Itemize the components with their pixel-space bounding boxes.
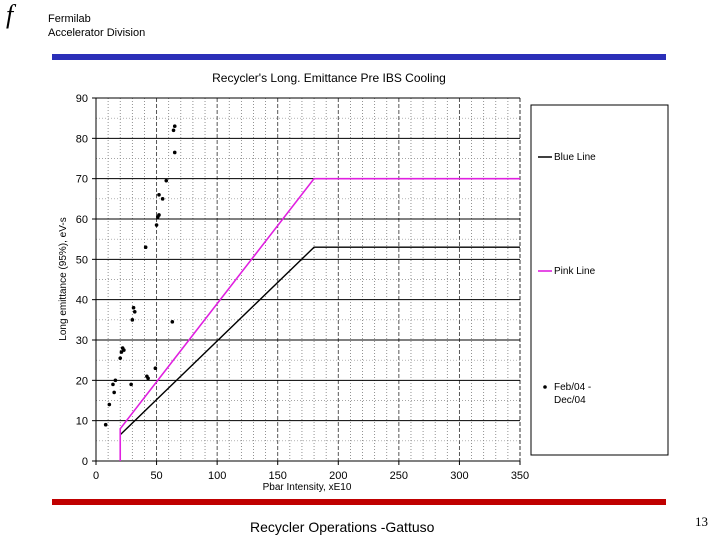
y-tick-label: 0: [82, 456, 88, 468]
legend-label-points-line1: Feb/04 -: [554, 382, 591, 393]
x-tick-label: 350: [511, 470, 529, 482]
data-point: [111, 382, 115, 387]
legend-label-pink: Pink Line: [554, 266, 596, 277]
data-point: [171, 128, 176, 133]
data-point: [130, 318, 135, 322]
x-tick-label: 50: [150, 470, 162, 482]
y-tick-label: 10: [76, 416, 88, 428]
chart-title: Recycler's Long. Emittance Pre IBS Cooli…: [212, 71, 446, 85]
y-tick-label: 90: [76, 93, 88, 105]
y-tick-label: 40: [76, 295, 88, 307]
series-line-pink: [119, 177, 520, 461]
legend-label-points-line2: Dec/04: [554, 395, 586, 406]
data-point: [164, 178, 169, 183]
org-line-2: Accelerator Division: [48, 27, 146, 39]
legend-label-blue: Blue Line: [554, 152, 596, 163]
data-point: [160, 197, 165, 201]
x-tick-label: 300: [450, 470, 468, 482]
y-tick-label: 50: [76, 254, 88, 266]
y-tick-label: 80: [76, 133, 88, 145]
data-point: [118, 356, 123, 360]
data-point: [146, 376, 150, 381]
y-tick-label: 60: [76, 214, 88, 226]
data-point: [157, 213, 161, 217]
data-point: [132, 309, 137, 314]
x-axis-title: Pbar Intensity, xE10: [263, 482, 352, 493]
data-point: [122, 348, 126, 352]
legend-swatch-points: [543, 385, 547, 389]
fermilab-logo: f: [6, 0, 14, 29]
plot-area: 0 10 20 30 40 50 60 70 80 90 0 50 100 150 200 250 300 350: [76, 93, 529, 482]
bottom-divider-bar: [52, 499, 666, 505]
y-tick-label: 30: [76, 335, 88, 347]
data-point: [112, 390, 116, 395]
x-tick-label: 200: [329, 470, 347, 482]
data-point: [143, 245, 148, 250]
data-point: [103, 422, 108, 427]
page-number: 13: [695, 514, 708, 529]
x-tick-label: 0: [93, 470, 99, 482]
data-point: [153, 366, 158, 371]
x-tick-label: 100: [208, 470, 226, 482]
top-divider-bar: [52, 54, 666, 60]
y-tick-label: 20: [76, 375, 88, 387]
data-point: [119, 350, 124, 354]
legend-box: [530, 104, 669, 456]
footer-text: Recycler Operations -Gattuso: [250, 519, 435, 535]
data-point: [170, 320, 175, 324]
legend: Blue Line Pink Line Feb/04 - Dec/04: [530, 104, 669, 456]
x-tick-label: 150: [269, 470, 287, 482]
data-point: [113, 378, 118, 383]
x-tick-label: 250: [390, 470, 408, 482]
data-point: [129, 382, 133, 387]
y-tick-label: 70: [76, 174, 88, 186]
y-axis-title: Long emittance (95%), eV-s: [58, 217, 69, 340]
data-point: [172, 124, 177, 129]
series-line-blue: [119, 246, 520, 437]
data-point: [154, 223, 159, 227]
data-point: [172, 150, 177, 155]
data-point: [157, 193, 161, 197]
organization-name: Fermilab Accelerator Division: [48, 12, 145, 40]
data-point: [131, 305, 136, 310]
data-point: [107, 402, 112, 407]
org-line-1: Fermilab: [48, 13, 91, 25]
